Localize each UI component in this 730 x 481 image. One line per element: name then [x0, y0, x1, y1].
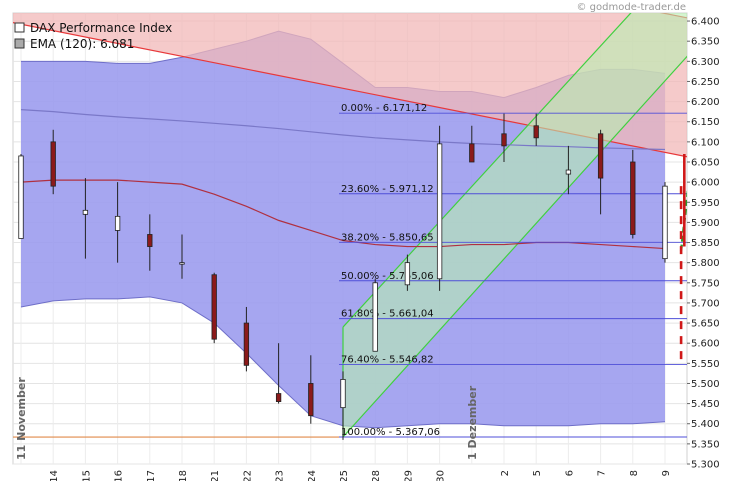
- y-tick-label: 6.050: [691, 157, 720, 168]
- x-tick-label: 2: [500, 470, 511, 476]
- y-tick-label: 6.200: [691, 97, 720, 108]
- candle-body: [662, 185, 668, 260]
- candle-body: [404, 262, 411, 286]
- y-tick-label: 6.350: [691, 37, 720, 48]
- fib-label: 0.00% - 6.171,12: [341, 103, 427, 114]
- y-tick-label: 5.650: [691, 319, 720, 330]
- candle-body: [50, 141, 56, 187]
- candle-body: [565, 169, 572, 175]
- y-tick-label: 6.250: [691, 77, 720, 88]
- candle-body: [340, 379, 346, 409]
- candle-body: [179, 262, 185, 265]
- fib-label: 76.40% - 5.546,82: [341, 355, 434, 366]
- x-tick-label: 28: [371, 470, 382, 481]
- y-tick-label: 5.800: [691, 258, 720, 269]
- x-tick-label: 9: [661, 470, 672, 476]
- y-tick-label: 6.000: [691, 178, 720, 189]
- fib-label: 23.60% - 5.971,12: [341, 184, 434, 195]
- candle-body: [597, 133, 604, 179]
- y-tick-label: 5.750: [691, 278, 720, 289]
- y-tick-label: 6.300: [691, 57, 720, 68]
- y-tick-label: 5.350: [691, 439, 720, 450]
- x-tick-label: 1 Dezember: [466, 385, 479, 460]
- x-tick-label: 8: [629, 470, 640, 476]
- fib-label: 100.00% - 5.367,06: [341, 427, 440, 438]
- up-channel-lower-line: [342, 55, 687, 438]
- x-tick-label: 23: [275, 470, 286, 481]
- x-tick-label: 21: [210, 470, 221, 481]
- candle-body: [308, 383, 314, 417]
- candle-body: [82, 209, 89, 215]
- plot-layers: 0.00% - 6.171,12 23.60% - 5.971,12 38.20% …: [13, 13, 687, 440]
- candle-body: [243, 322, 250, 366]
- y-tick-label: 6.400: [691, 17, 720, 28]
- x-tick-label: 15: [81, 470, 92, 481]
- candle-body: [469, 143, 475, 163]
- legend-label-dax: DAX Performance Index: [30, 21, 172, 35]
- x-tick-label: 6: [564, 470, 575, 476]
- y-tick-label: 5.500: [691, 379, 720, 390]
- x-tick-label: 18: [178, 470, 189, 481]
- candle-body: [18, 155, 24, 239]
- y-tick-label: 5.600: [691, 339, 720, 350]
- x-tick-label: 24: [307, 470, 318, 481]
- x-tick-label: 29: [403, 470, 414, 481]
- x-tick-label: 30: [436, 470, 447, 481]
- y-tick-label: 5.950: [691, 198, 720, 209]
- up-channel-upper-line: [342, 13, 632, 328]
- y-tick-label: 5.700: [691, 298, 720, 309]
- fib-label: 38.20% - 5.850,65: [341, 232, 434, 243]
- candle-body: [275, 393, 282, 402]
- y-tick-label: 5.550: [691, 359, 720, 370]
- y-tick-label: 5.400: [691, 419, 720, 430]
- candle-body: [114, 215, 121, 231]
- candle-body: [501, 133, 507, 147]
- y-tick-label: 5.300: [691, 460, 720, 471]
- legend-swatch-dax: [14, 22, 25, 33]
- legend-label-ema: EMA (120): 6.081: [30, 37, 134, 51]
- candle-body: [630, 161, 636, 235]
- x-tick-label: 25: [339, 470, 350, 481]
- x-tick-label: 17: [146, 470, 157, 481]
- legend-swatch-ema: [14, 38, 25, 49]
- x-tick-label: 5: [532, 470, 543, 476]
- y-tick-label: 6.150: [691, 117, 720, 128]
- ema-line: [20, 109, 666, 151]
- x-tick-label: 16: [114, 470, 125, 481]
- legend: DAX Performance Index EMA (120): 6.081: [14, 21, 172, 51]
- candle-body: [211, 274, 217, 340]
- x-tick-label: 7: [597, 470, 608, 476]
- y-axis: 6.400 6.350 6.300 6.250 6.200 6.150 6.100 6.050…: [687, 17, 720, 471]
- x-tick-label: 14: [49, 470, 60, 481]
- y-tick-label: 6.100: [691, 137, 720, 148]
- down-channel-fill: [13, 13, 687, 157]
- x-tick-label: 11 November: [15, 377, 28, 460]
- y-tick-label: 5.450: [691, 399, 720, 410]
- y-tick-label: 5.850: [691, 238, 720, 249]
- fib-label: 50.00% - 5.755,06: [341, 271, 434, 282]
- candle-body: [533, 125, 539, 139]
- up-channel-fill: [343, 13, 687, 438]
- candle-body: [436, 143, 443, 280]
- fib-label: 61.80% - 5.661,04: [341, 309, 434, 320]
- candle-body: [372, 282, 378, 352]
- x-tick-label: 22: [242, 470, 253, 481]
- candle-body: [147, 234, 153, 247]
- watermark: © godmode-trader.de: [577, 2, 687, 13]
- y-tick-label: 5.900: [691, 218, 720, 229]
